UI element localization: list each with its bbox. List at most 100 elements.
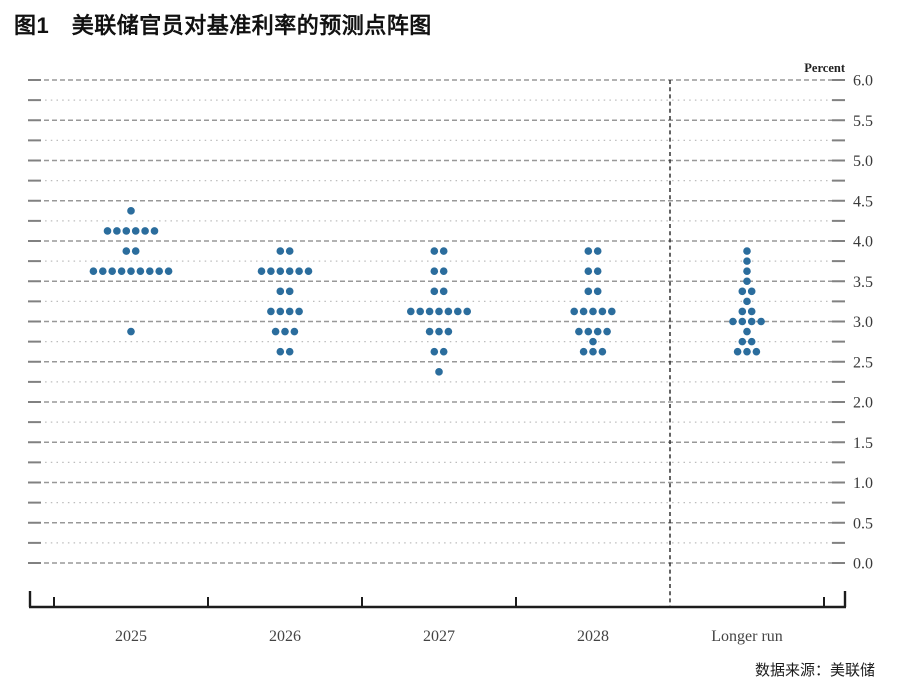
- y-axis-tick-label: 3.0: [853, 314, 873, 331]
- data-source-note: 数据来源：美联储: [754, 662, 875, 679]
- projection-dot: [743, 247, 751, 255]
- projection-dot: [430, 287, 439, 296]
- projection-dot: [752, 347, 761, 356]
- projection-dot: [747, 317, 756, 326]
- projection-dot: [267, 267, 275, 275]
- projection-dot: [108, 267, 116, 275]
- projection-dot: [593, 287, 602, 296]
- projection-dot: [285, 307, 294, 316]
- projection-dot: [603, 327, 611, 336]
- y-axis-tick-label: 4.0: [853, 234, 873, 251]
- projection-dot: [113, 227, 121, 235]
- projection-dot: [579, 347, 588, 356]
- projection-dot: [738, 317, 747, 326]
- projection-dot: [281, 327, 289, 336]
- projection-dot: [743, 267, 751, 275]
- projection-dot: [743, 277, 751, 286]
- projection-dot: [285, 247, 294, 255]
- projection-dot: [747, 307, 756, 316]
- projection-dot: [733, 347, 742, 356]
- y-axis-tick-label: 3.5: [853, 274, 873, 291]
- projection-dot: [295, 307, 303, 316]
- projection-dot: [122, 227, 131, 235]
- category-label: 2028: [577, 628, 609, 645]
- projection-dot: [439, 267, 448, 275]
- y-axis-tick-label: 5.0: [853, 153, 873, 170]
- category-label: 2027: [423, 628, 455, 645]
- y-axis-tick-label: 6.0: [853, 73, 873, 90]
- projection-dot: [430, 247, 439, 255]
- projection-dot: [304, 267, 313, 275]
- projection-dot: [136, 267, 145, 275]
- projection-dot: [430, 267, 439, 275]
- projection-dot: [146, 267, 154, 275]
- projection-dot: [743, 347, 751, 356]
- y-axis-tick-label: 5.5: [853, 113, 873, 130]
- projection-dot: [285, 267, 294, 275]
- projection-dot: [127, 207, 135, 215]
- projection-dot: [584, 267, 593, 275]
- projection-dot: [454, 307, 462, 316]
- projection-dot: [593, 267, 602, 275]
- projection-dot: [127, 327, 135, 336]
- projection-dot: [141, 227, 149, 235]
- projection-dot: [435, 368, 443, 376]
- projection-dot: [276, 267, 285, 275]
- projection-dot: [127, 267, 135, 275]
- y-axis-tick-label: 1.5: [853, 435, 873, 452]
- y-axis-tick-label: 0.0: [853, 556, 873, 573]
- y-axis-tick-label: 1.0: [853, 475, 873, 492]
- projection-dot: [439, 287, 448, 296]
- projection-dot: [435, 327, 443, 336]
- projection-dot: [99, 267, 107, 275]
- projection-dot: [743, 297, 751, 306]
- projection-dot: [276, 287, 285, 296]
- category-label: 2025: [115, 628, 147, 645]
- projection-dot: [738, 337, 747, 346]
- projection-dot: [747, 287, 756, 296]
- y-axis-tick-label: 4.5: [853, 193, 873, 210]
- projection-dot: [89, 267, 98, 275]
- category-label: Longer run: [711, 628, 783, 645]
- projection-dot: [435, 307, 443, 316]
- projection-dot: [267, 307, 275, 316]
- projection-dot: [593, 327, 602, 336]
- percent-label: Percent: [804, 61, 846, 75]
- projection-dot: [430, 347, 439, 356]
- projection-dot: [117, 267, 126, 275]
- projection-dot: [589, 307, 597, 316]
- projection-dot: [425, 327, 434, 336]
- projection-dot: [589, 337, 597, 346]
- projection-dot: [425, 307, 434, 316]
- projection-dot: [257, 267, 266, 275]
- projection-dot: [743, 327, 751, 336]
- projection-dot: [285, 287, 294, 296]
- projection-dot: [738, 307, 747, 316]
- projection-dot: [584, 287, 593, 296]
- projection-dot: [103, 227, 112, 235]
- y-axis-tick-label: 2.0: [853, 395, 873, 412]
- projection-dot: [155, 267, 163, 275]
- projection-dot: [407, 307, 415, 316]
- projection-dot: [589, 347, 597, 356]
- projection-dot: [444, 307, 453, 316]
- projection-dot: [439, 347, 448, 356]
- projection-dot: [285, 347, 294, 356]
- projection-dot: [463, 307, 472, 316]
- projection-dot: [743, 257, 751, 265]
- fed-dot-plot-chart: 6.0 5.5 5.0 4.5 4.0 3.5 3.0 2.5 2.0 1.5 1.0 0.5 0.0 P…: [28, 61, 873, 645]
- projection-dot: [276, 247, 285, 255]
- projection-dot: [271, 327, 280, 336]
- projection-dot: [729, 317, 737, 326]
- projection-dot: [276, 307, 285, 316]
- y-axis-tick-label: 2.5: [853, 354, 873, 371]
- page-title: 图1 美联储官员对基准利率的预测点阵图: [14, 13, 432, 38]
- projection-dot: [131, 247, 140, 255]
- y-axis-tick-label: 0.5: [853, 515, 873, 532]
- projection-dot: [584, 327, 593, 336]
- projection-dot: [164, 267, 173, 275]
- projection-dot: [570, 307, 578, 316]
- projection-dot: [593, 247, 602, 255]
- projection-dot: [575, 327, 583, 336]
- projection-dot: [295, 267, 303, 275]
